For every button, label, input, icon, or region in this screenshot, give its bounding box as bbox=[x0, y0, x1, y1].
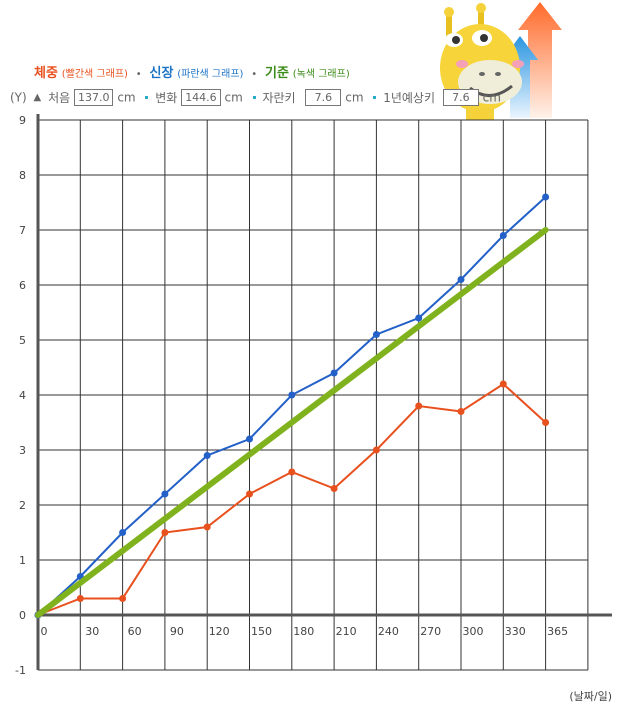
data-point-height bbox=[415, 314, 423, 322]
bullet-icon bbox=[252, 96, 256, 99]
x-tick-label: 180 bbox=[293, 625, 314, 638]
expected-height-value: 7.6 bbox=[442, 89, 479, 106]
legend-standard-note: (녹색 그래프) bbox=[292, 69, 350, 80]
bullet-icon bbox=[145, 96, 149, 99]
x-tick-label: 270 bbox=[420, 625, 441, 638]
data-point-weight bbox=[246, 490, 253, 498]
y-tick-label: 4 bbox=[19, 389, 26, 402]
chart-axes bbox=[36, 114, 612, 670]
y-tick-label: 2 bbox=[19, 499, 26, 512]
data-point-weight bbox=[499, 380, 507, 388]
x-axis-label: (날짜/일) bbox=[569, 689, 612, 703]
x-tick-label: 90 bbox=[170, 625, 184, 638]
y-tick-label: 3 bbox=[19, 444, 26, 457]
data-point-weight bbox=[372, 446, 380, 454]
data-point-height bbox=[330, 369, 338, 377]
x-tick-label: 120 bbox=[209, 625, 230, 638]
data-point-weight bbox=[119, 595, 127, 602]
x-tick-label: 330 bbox=[505, 625, 526, 638]
expected-height-label: 1년예상키 bbox=[383, 91, 435, 105]
unit-label: cm bbox=[224, 90, 243, 105]
data-point-height bbox=[457, 276, 465, 283]
legend-weight-note: (빨간색 그래프) bbox=[61, 69, 128, 80]
legend-height-label: 신장 bbox=[149, 66, 174, 81]
y-unit-label: (Y) bbox=[10, 90, 27, 105]
data-point-height bbox=[288, 391, 296, 399]
chart-grid bbox=[38, 119, 589, 671]
data-point-weight bbox=[330, 485, 338, 492]
unit-label: cm bbox=[117, 90, 136, 105]
grown-height-label: 자란키 bbox=[262, 91, 296, 105]
data-point-height bbox=[499, 232, 507, 239]
y-tick-label: 1 bbox=[19, 554, 26, 567]
y-tick-label: 0 bbox=[19, 609, 26, 622]
y-tick-label: -1 bbox=[15, 664, 26, 677]
y-tick-label: 6 bbox=[19, 279, 26, 292]
data-point-height bbox=[372, 331, 380, 338]
data-point-height bbox=[542, 193, 550, 201]
legend-weight-label: 체중 bbox=[34, 66, 58, 81]
data-point-weight bbox=[288, 468, 296, 476]
y-axis-up-arrow-icon: ▲ bbox=[33, 92, 42, 103]
legend-standard-label: 기준 bbox=[265, 66, 289, 81]
grown-height-value: 7.6 bbox=[305, 89, 342, 106]
x-tick-label: 240 bbox=[378, 625, 399, 638]
chart-legend: 체중 (빨간색 그래프) • 신장 (파란색 그래프) • 기준 (녹색 그래프… bbox=[34, 62, 350, 81]
unit-label: cm bbox=[345, 90, 364, 105]
data-point-weight bbox=[203, 523, 211, 531]
x-tick-label: 30 bbox=[85, 625, 99, 638]
y-tick-label: 7 bbox=[19, 224, 26, 237]
x-tick-label: 210 bbox=[336, 625, 357, 638]
y-tick-label: 9 bbox=[19, 114, 26, 127]
x-tick-label: 150 bbox=[251, 625, 272, 638]
height-info-bar: (Y) ▲ 처음 137.0 cm 변화 144.6 cm 자란키 7.6 cm… bbox=[10, 89, 501, 106]
y-tick-label: 5 bbox=[19, 334, 26, 347]
data-point-weight bbox=[161, 529, 169, 536]
data-point-weight bbox=[457, 408, 465, 415]
start-height-label: 처음 bbox=[48, 91, 71, 105]
legend-separator: • bbox=[251, 69, 258, 80]
data-point-height bbox=[161, 490, 169, 498]
data-point-height bbox=[246, 435, 253, 443]
legend-separator: • bbox=[135, 69, 142, 80]
x-tick-label: 60 bbox=[128, 625, 142, 638]
series-line-standard bbox=[35, 227, 549, 618]
change-height-label: 변화 bbox=[155, 91, 178, 105]
start-height-value: 137.0 bbox=[73, 89, 114, 106]
legend-height-note: (파란색 그래프) bbox=[177, 69, 244, 80]
x-tick-label: 365 bbox=[547, 625, 568, 638]
data-point-weight bbox=[76, 595, 84, 602]
chart-series bbox=[34, 193, 550, 619]
x-tick-label: 300 bbox=[463, 625, 484, 638]
x-tick-label: 0 bbox=[41, 625, 48, 638]
bullet-icon bbox=[373, 96, 377, 99]
data-point-height bbox=[119, 529, 127, 536]
data-point-height bbox=[203, 452, 211, 459]
data-point-weight bbox=[415, 402, 423, 410]
unit-label: cm bbox=[482, 90, 501, 105]
data-point-weight bbox=[542, 419, 550, 426]
y-tick-label: 8 bbox=[19, 169, 26, 182]
change-height-value: 144.6 bbox=[181, 89, 221, 106]
